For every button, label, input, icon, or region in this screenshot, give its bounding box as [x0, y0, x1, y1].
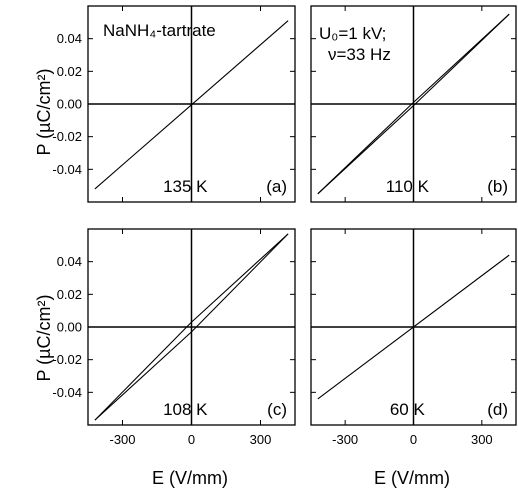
curve-0 — [317, 254, 510, 400]
ylabel-bottom: P (µC/cm²) — [34, 294, 54, 381]
ylabel-top: P (µC/cm²) — [34, 68, 54, 155]
panel-2: 0.04 0.02 0.00 -0.02 -0.04 -300 0 300 108 K (c) — [52, 228, 296, 447]
x-tick-label: 300 — [250, 432, 272, 447]
curve-0 — [94, 233, 289, 421]
x-tick-label: 0 — [188, 432, 195, 447]
y-tick-label: -0.04 — [52, 385, 82, 400]
frequency-label: ν=33 Hz — [328, 45, 391, 64]
panel-3: -300 0 300 60 K (d) — [310, 228, 517, 447]
panel-label: (a) — [266, 177, 287, 196]
curve-0 — [317, 13, 510, 195]
y-tick-label: 0.00 — [57, 97, 82, 112]
xlabel-left: E (V/mm) — [152, 468, 228, 488]
curve-1 — [94, 233, 289, 421]
panel-label: (c) — [267, 400, 287, 419]
temperature-label: 60 K — [390, 400, 426, 419]
panels: 0.04 0.02 0.00 -0.02 -0.04 135 K (a) 110 K (b) 0.… — [52, 5, 517, 447]
x-tick-label: -300 — [109, 432, 135, 447]
panel-label: (b) — [487, 177, 508, 196]
x-tick-label: 300 — [471, 432, 493, 447]
material-label: NaNH₄-tartrate — [103, 21, 216, 40]
xlabel-right: E (V/mm) — [374, 468, 450, 488]
x-tick-label: -300 — [332, 432, 358, 447]
panel-1: 110 K (b) — [310, 5, 517, 203]
voltage-label: U₀=1 kV; — [319, 24, 386, 43]
y-tick-label: -0.04 — [52, 162, 82, 177]
y-tick-label: 0.02 — [57, 287, 82, 302]
curve-0 — [94, 20, 289, 190]
y-tick-label: 0.04 — [57, 254, 82, 269]
x-tick-label: 0 — [410, 432, 417, 447]
temperature-label: 110 K — [386, 177, 430, 196]
panel-0: 0.04 0.02 0.00 -0.02 -0.04 135 K (a) — [52, 5, 296, 203]
curve-1 — [317, 13, 510, 195]
y-tick-label: -0.02 — [52, 352, 82, 367]
y-tick-label: 0.02 — [57, 64, 82, 79]
panel-label: (d) — [487, 400, 508, 419]
y-tick-label: 0.00 — [57, 320, 82, 335]
temperature-label: 135 K — [163, 177, 208, 196]
y-tick-label: -0.02 — [52, 129, 82, 144]
y-tick-label: 0.04 — [57, 31, 82, 46]
temperature-label: 108 K — [163, 400, 208, 419]
